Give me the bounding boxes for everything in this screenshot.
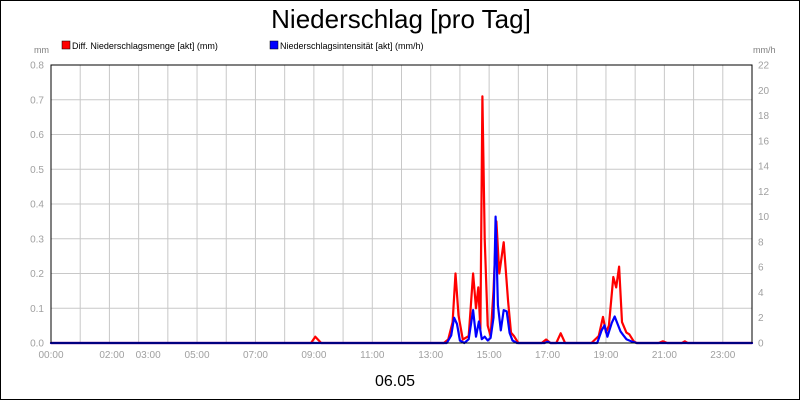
x-tick-label: 03:00 bbox=[136, 350, 161, 361]
right-tick-label: 8 bbox=[758, 237, 764, 248]
x-tick-label: 21:00 bbox=[652, 350, 677, 361]
x-tick-label: 19:00 bbox=[593, 350, 618, 361]
legend-swatch-red bbox=[61, 40, 71, 50]
left-tick-label: 0.1 bbox=[30, 304, 44, 315]
x-tick-label: 13:00 bbox=[418, 350, 443, 361]
left-tick-label: 0.4 bbox=[30, 200, 44, 211]
legend-swatch-blue bbox=[269, 40, 279, 50]
left-tick-label: 0.5 bbox=[30, 165, 44, 176]
left-axis-unit: mm bbox=[34, 45, 49, 55]
x-tick-label: 02:00 bbox=[99, 350, 124, 361]
left-tick-label: 0.3 bbox=[30, 234, 44, 245]
left-tick-label: 0.8 bbox=[30, 61, 44, 72]
right-axis-unit: mm/h bbox=[753, 45, 776, 55]
x-tick-label: 09:00 bbox=[301, 350, 326, 361]
right-tick-label: 6 bbox=[758, 263, 764, 274]
plot-border bbox=[50, 64, 753, 344]
right-tick-label: 2 bbox=[758, 313, 764, 324]
right-tick-label: 22 bbox=[758, 61, 770, 72]
x-tick-label: 07:00 bbox=[243, 350, 268, 361]
legend-label-intensity: Niederschlagsintensität [akt] (mm/h) bbox=[280, 41, 424, 51]
left-tick-label: 0.7 bbox=[30, 95, 44, 106]
left-axis-ticks: 0.0 0.1 0.2 0.3 0.4 0.5 0.6 0.7 0.8 bbox=[30, 61, 44, 350]
x-tick-label: 17:00 bbox=[535, 350, 560, 361]
chart-title: Niederschlag [pro Tag] bbox=[271, 4, 531, 34]
x-tick-label: 15:00 bbox=[477, 350, 502, 361]
right-tick-label: 14 bbox=[758, 162, 770, 173]
grid bbox=[51, 65, 752, 343]
series-line-intensity bbox=[49, 215, 754, 345]
right-tick-label: 18 bbox=[758, 111, 770, 122]
right-tick-label: 20 bbox=[758, 86, 770, 97]
x-axis-ticks: 00:00 02:00 03:00 05:00 07:00 09:00 11:00 13:00… bbox=[38, 350, 735, 361]
x-tick-label: 11:00 bbox=[360, 350, 385, 361]
x-tick-label: 05:00 bbox=[185, 350, 210, 361]
x-tick-label: 00:00 bbox=[38, 350, 63, 361]
right-tick-label: 4 bbox=[758, 288, 764, 299]
right-tick-label: 10 bbox=[758, 212, 770, 223]
right-axis-ticks: 0 2 4 6 8 10 12 14 16 18 20 22 bbox=[758, 61, 770, 350]
x-tick-label: 23:00 bbox=[710, 350, 735, 361]
left-tick-label: 0.6 bbox=[30, 130, 44, 141]
right-tick-label: 16 bbox=[758, 136, 770, 147]
right-tick-label: 0 bbox=[758, 339, 764, 350]
legend: Diff. Niederschlagsmenge [akt] (mm) Nied… bbox=[61, 40, 424, 51]
left-tick-label: 0.0 bbox=[30, 339, 44, 350]
right-tick-label: 12 bbox=[758, 187, 770, 198]
date-label: 06.05 bbox=[375, 373, 415, 390]
left-tick-label: 0.2 bbox=[30, 269, 44, 280]
legend-label-amount: Diff. Niederschlagsmenge [akt] (mm) bbox=[72, 41, 218, 51]
